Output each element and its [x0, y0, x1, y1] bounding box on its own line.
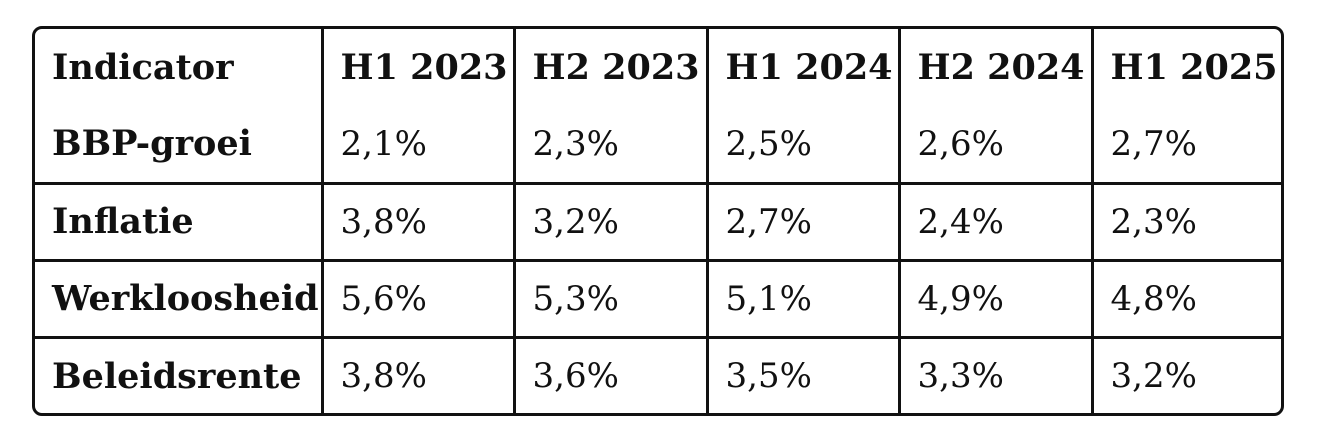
table-row: Beleidsrente 3,8% 3,6% 3,5% 3,3% 3,2%: [35, 335, 1281, 413]
table-cell: 2,5%: [705, 106, 901, 185]
table-cell: 3,8%: [320, 335, 516, 413]
table-header-row: Indicator H1 2023 H2 2023 H1 2024 H2 202…: [35, 29, 1281, 106]
column-header-period: H1 2023: [320, 29, 516, 106]
indicator-table: Indicator H1 2023 H2 2023 H1 2024 H2 202…: [35, 29, 1281, 413]
table-row: Inflatie 3,8% 3,2% 2,7% 2,4% 2,3%: [35, 181, 1281, 262]
column-header-period: H1 2025: [1090, 29, 1281, 106]
table-cell: 2,3%: [1090, 181, 1281, 262]
table-cell: 3,2%: [1090, 335, 1281, 413]
column-header-indicator: Indicator: [35, 29, 324, 106]
indicator-table-container: Indicator H1 2023 H2 2023 H1 2024 H2 202…: [32, 26, 1284, 416]
column-header-period: H2 2024: [897, 29, 1094, 106]
table-cell: 3,3%: [897, 335, 1094, 413]
table-row: BBP-groei 2,1% 2,3% 2,5% 2,6% 2,7%: [35, 106, 1281, 185]
table-cell: 2,3%: [512, 106, 709, 185]
row-label: Werkloosheid: [35, 258, 324, 339]
table-cell: 4,9%: [897, 258, 1094, 339]
table-cell: 2,1%: [320, 106, 516, 185]
table-cell: 5,6%: [320, 258, 516, 339]
table-cell: 2,7%: [705, 181, 901, 262]
column-header-period: H1 2024: [705, 29, 901, 106]
table-cell: 2,4%: [897, 181, 1094, 262]
table-cell: 3,8%: [320, 181, 516, 262]
table-cell: 3,5%: [705, 335, 901, 413]
table-cell: 3,2%: [512, 181, 709, 262]
table-cell: 5,1%: [705, 258, 901, 339]
row-label: Inflatie: [35, 181, 324, 262]
table-row: Werkloosheid 5,6% 5,3% 5,1% 4,9% 4,8%: [35, 258, 1281, 339]
table-cell: 3,6%: [512, 335, 709, 413]
table-cell: 2,6%: [897, 106, 1094, 185]
row-label: Beleidsrente: [35, 335, 324, 413]
table-cell: 2,7%: [1090, 106, 1281, 185]
row-label: BBP-groei: [35, 106, 324, 185]
column-header-period: H2 2023: [512, 29, 709, 106]
table-cell: 5,3%: [512, 258, 709, 339]
table-cell: 4,8%: [1090, 258, 1281, 339]
